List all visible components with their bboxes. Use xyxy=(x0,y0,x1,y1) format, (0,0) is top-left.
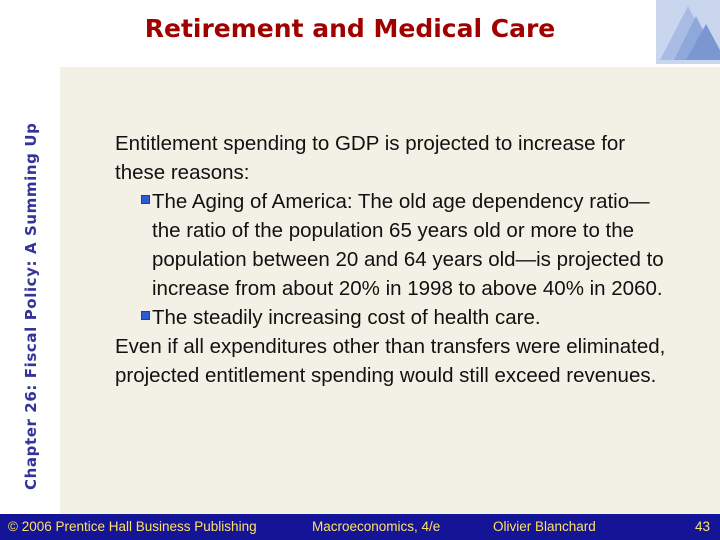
bullet-text: The Aging of America: The old age depend… xyxy=(152,190,664,300)
side-band xyxy=(0,0,46,514)
footer-author: Olivier Blanchard xyxy=(493,519,596,534)
content-panel xyxy=(60,67,720,514)
footer-page-number: 43 xyxy=(695,519,711,534)
footer-copyright: © 2006 Prentice Hall Business Publishing xyxy=(8,519,257,534)
title-band xyxy=(60,0,720,67)
decorative-cube-icon xyxy=(656,0,720,64)
chapter-title: Chapter 26: Fiscal Policy: A Summing Up xyxy=(22,122,40,490)
bullet-item: The Aging of America: The old age depend… xyxy=(115,187,675,303)
square-bullet-icon xyxy=(141,311,150,320)
slide-title: Retirement and Medical Care xyxy=(144,14,556,43)
bullet-text: The steadily increasing cost of health c… xyxy=(152,306,541,329)
footer-book: Macroeconomics, 4/e xyxy=(312,519,441,534)
conclusion-paragraph: Even if all expenditures other than tran… xyxy=(115,335,666,387)
bullet-item: The steadily increasing cost of health c… xyxy=(115,303,675,332)
footer-bar: © 2006 Prentice Hall Business Publishing… xyxy=(0,514,720,540)
intro-paragraph: Entitlement spending to GDP is projected… xyxy=(115,132,626,184)
square-bullet-icon xyxy=(141,195,150,204)
slide-body: Entitlement spending to GDP is projected… xyxy=(115,129,675,390)
